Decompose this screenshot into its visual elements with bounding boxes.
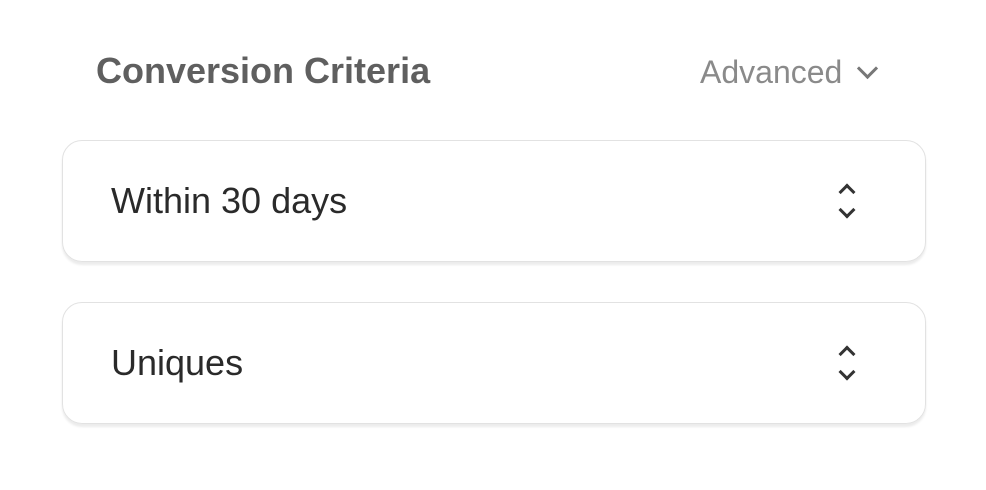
up-down-chevron-icon: [838, 183, 856, 219]
conversion-window-select[interactable]: Within 30 days: [62, 140, 926, 262]
up-down-chevron-icon: [838, 345, 856, 381]
select-value: Uniques: [111, 342, 244, 383]
select-value: Within 30 days: [111, 180, 348, 221]
count-type-select[interactable]: Uniques: [62, 302, 926, 424]
section-title: Conversion Criteria: [96, 50, 431, 91]
chevron-down-icon: [857, 57, 879, 80]
advanced-toggle[interactable]: Advanced: [700, 54, 879, 91]
advanced-label: Advanced: [700, 54, 843, 90]
